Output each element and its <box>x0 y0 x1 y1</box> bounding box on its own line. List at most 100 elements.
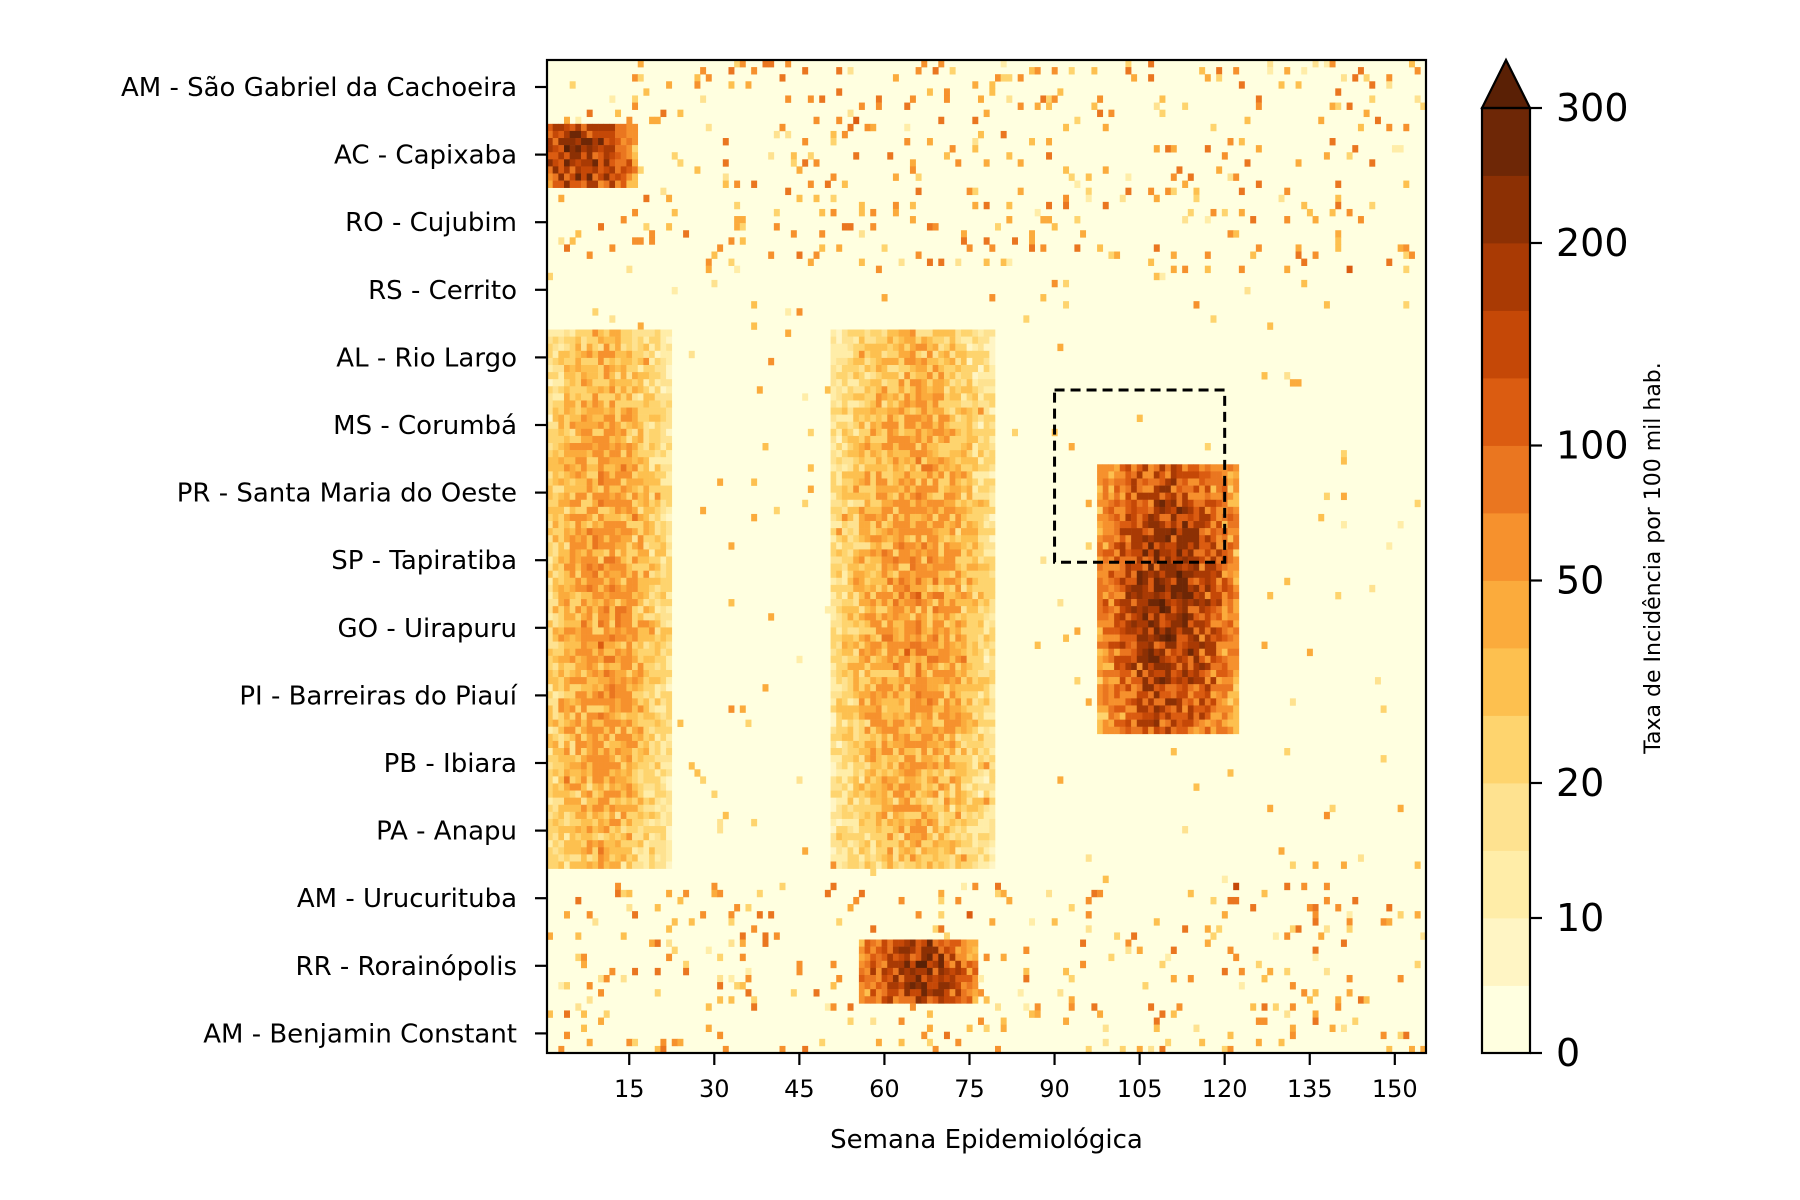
heatmap-cell <box>824 180 831 188</box>
heatmap-cell <box>853 556 860 564</box>
heatmap-cell <box>660 521 667 529</box>
heatmap-cell <box>581 138 587 146</box>
heatmap-cell <box>938 620 945 628</box>
heatmap-cell <box>943 584 950 593</box>
heatmap-cell <box>1108 464 1115 472</box>
heatmap-cell <box>569 542 576 550</box>
heatmap-cell <box>864 584 871 593</box>
heatmap-cell <box>564 705 570 713</box>
heatmap-cell <box>581 606 587 614</box>
heatmap-cell <box>615 364 622 373</box>
heatmap-cell <box>926 478 933 486</box>
heatmap-cell <box>1097 499 1104 508</box>
heatmap-cell <box>1199 705 1206 713</box>
heatmap-cell <box>615 577 622 586</box>
heatmap-cell <box>592 677 599 685</box>
heatmap-cell <box>1159 620 1166 628</box>
heatmap-cell <box>949 712 956 720</box>
heatmap-cell <box>887 428 894 437</box>
heatmap-cell <box>949 485 956 493</box>
heatmap-cell <box>1097 698 1104 706</box>
heatmap-cell <box>615 513 622 522</box>
heatmap-cell <box>841 748 848 756</box>
heatmap-cell <box>983 201 990 210</box>
heatmap-cell <box>592 528 599 536</box>
heatmap-cell <box>1125 563 1132 571</box>
heatmap-cell <box>603 606 610 614</box>
heatmap-cell <box>598 485 605 493</box>
heatmap-cell <box>932 620 939 628</box>
heatmap-cell <box>547 350 553 359</box>
heatmap-cell <box>1108 669 1115 678</box>
heatmap-cell <box>977 414 984 423</box>
heatmap-cell <box>847 748 854 756</box>
heatmap-cell <box>1051 279 1058 288</box>
heatmap-cell <box>1357 67 1364 75</box>
heatmap-cell <box>643 740 650 749</box>
heatmap-cell <box>960 350 967 359</box>
heatmap-cell <box>552 549 559 557</box>
heatmap-cell <box>1119 535 1126 543</box>
heatmap-cell <box>598 159 605 167</box>
heatmap-cell <box>558 577 565 586</box>
heatmap-cell <box>649 684 656 692</box>
heatmap-cell <box>547 705 553 713</box>
heatmap-cell <box>1097 641 1104 649</box>
heatmap-cell <box>864 620 871 628</box>
heatmap-cell <box>870 535 877 543</box>
heatmap-cell <box>1114 492 1121 501</box>
heatmap-cell <box>983 613 990 621</box>
heatmap-cell <box>881 400 888 408</box>
heatmap-cell <box>909 542 916 550</box>
heatmap-cell <box>586 428 593 437</box>
heatmap-cell <box>864 400 871 408</box>
heatmap-cell <box>790 159 797 167</box>
heatmap-cell <box>603 719 610 728</box>
heatmap-cell <box>1165 492 1172 501</box>
heatmap-cell <box>598 797 605 806</box>
heatmap-cell <box>938 748 945 756</box>
heatmap-cell <box>1227 669 1234 678</box>
heatmap-cell <box>1165 471 1172 479</box>
heatmap-cell <box>1204 251 1211 259</box>
heatmap-cell <box>666 350 673 359</box>
heatmap-cell <box>977 606 984 614</box>
heatmap-cell <box>581 662 587 671</box>
heatmap-cell <box>858 655 865 664</box>
heatmap-cell <box>938 485 945 493</box>
heatmap-cell <box>989 513 996 522</box>
heatmap-cell <box>921 400 928 408</box>
heatmap-cell <box>887 691 894 699</box>
heatmap-cell <box>1159 570 1166 579</box>
heatmap-cell <box>1131 584 1138 593</box>
heatmap-cell <box>598 372 605 380</box>
heatmap-cell <box>1165 556 1172 564</box>
heatmap-cell <box>949 627 956 635</box>
heatmap-cell <box>609 748 616 756</box>
heatmap-cell <box>581 421 587 430</box>
heatmap-cell <box>938 506 945 515</box>
heatmap-cell <box>1227 485 1234 493</box>
heatmap-cell <box>847 627 854 635</box>
heatmap-cell <box>909 684 916 692</box>
heatmap-cell <box>586 152 593 160</box>
heatmap-cell <box>1335 102 1342 110</box>
heatmap-cell <box>1227 528 1234 536</box>
heatmap-cell <box>1176 648 1183 657</box>
heatmap-cell <box>1216 528 1223 536</box>
heatmap-cell <box>830 478 837 486</box>
heatmap-cell <box>609 677 616 685</box>
heatmap-cell <box>966 790 973 798</box>
heatmap-cell <box>904 762 911 770</box>
heatmap-cell <box>836 790 843 798</box>
heatmap-cell <box>847 471 854 479</box>
heatmap-cell <box>904 641 911 649</box>
heatmap-cell <box>660 748 667 756</box>
heatmap-cell <box>870 591 877 600</box>
heatmap-cell <box>620 719 627 728</box>
heatmap-cell <box>1312 216 1319 224</box>
heatmap-cell <box>632 329 639 337</box>
heatmap-cell <box>1403 123 1410 132</box>
heatmap-cell <box>643 513 650 522</box>
heatmap-cell <box>558 471 565 479</box>
